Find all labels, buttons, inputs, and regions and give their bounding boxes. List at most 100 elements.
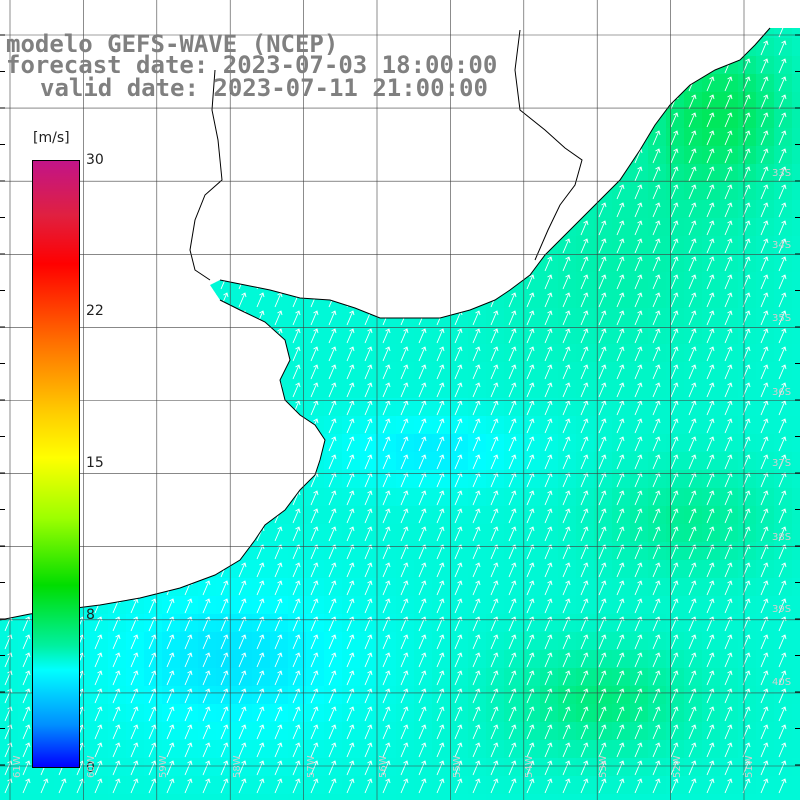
- wind-cell: [396, 632, 415, 651]
- wind-arrow: [688, 706, 697, 722]
- wind-cell: [630, 488, 649, 507]
- wind-arrow: [670, 436, 679, 452]
- wind-cell: [378, 614, 397, 633]
- wind-cell: [198, 758, 217, 777]
- wind-cell: [522, 128, 541, 147]
- wind-cell: [144, 668, 163, 687]
- wind-arrow: [328, 634, 337, 650]
- wind-cell: [342, 632, 361, 651]
- wind-arrow: [418, 652, 427, 668]
- wind-arrow: [148, 184, 157, 200]
- wind-arrow: [490, 76, 499, 92]
- wind-arrow: [22, 742, 31, 758]
- wind-arrow: [544, 544, 553, 560]
- wind-cell: [540, 344, 559, 363]
- wind-cell: [162, 704, 181, 723]
- wind-arrow: [562, 418, 571, 434]
- wind-cell: [342, 722, 361, 741]
- wind-cell: [324, 452, 343, 471]
- wind-arrow: [112, 166, 121, 182]
- wind-cell: [702, 398, 721, 417]
- wind-cell: [216, 794, 235, 800]
- wind-arrow: [724, 670, 733, 686]
- wind-cell: [360, 776, 379, 795]
- wind-arrow: [580, 310, 589, 326]
- wind-cell: [666, 506, 685, 525]
- wind-arrow: [418, 688, 427, 704]
- wind-arrow: [220, 472, 229, 488]
- wind-arrow: [508, 292, 517, 308]
- wind-arrow: [130, 526, 139, 542]
- wind-arrow: [328, 130, 337, 146]
- wind-arrow: [220, 724, 229, 740]
- wind-arrow: [688, 436, 697, 452]
- wind-arrow: [652, 58, 661, 74]
- wind-cell: [450, 434, 469, 453]
- wind-arrow: [544, 652, 553, 668]
- wind-cell: [702, 452, 721, 471]
- wind-arrow: [760, 112, 769, 128]
- wind-arrow: [346, 706, 355, 722]
- wind-arrow: [292, 166, 301, 182]
- wind-arrow: [526, 238, 535, 254]
- wind-cell: [504, 758, 523, 777]
- wind-arrow: [346, 598, 355, 614]
- wind-arrow: [526, 256, 535, 272]
- lon-label-58w: 58W: [232, 755, 243, 778]
- wind-cell: [522, 560, 541, 579]
- wind-arrow: [580, 688, 589, 704]
- wind-arrow: [526, 94, 535, 110]
- wind-arrow: [778, 184, 787, 200]
- wind-arrow: [472, 238, 481, 254]
- wind-cell: [252, 416, 271, 435]
- wind-cell: [468, 254, 487, 273]
- wind-arrow: [112, 184, 121, 200]
- wind-arrow: [130, 112, 139, 128]
- wind-cell: [108, 506, 127, 525]
- wind-cell: [342, 128, 361, 147]
- wind-cell: [486, 326, 505, 345]
- wind-arrow: [652, 562, 661, 578]
- wind-cell: [0, 560, 19, 579]
- wind-arrow: [670, 472, 679, 488]
- wind-arrow: [328, 598, 337, 614]
- wind-cell: [234, 218, 253, 237]
- wind-cell: [756, 38, 775, 57]
- wind-cell: [666, 794, 685, 800]
- wind-cell: [792, 632, 800, 651]
- wind-arrow: [598, 40, 607, 56]
- wind-arrow: [634, 472, 643, 488]
- wind-cell: [504, 488, 523, 507]
- wind-cell: [216, 506, 235, 525]
- wind-arrow: [166, 310, 175, 326]
- wind-cell: [18, 614, 37, 633]
- wind-cell: [738, 740, 757, 759]
- wind-cell: [522, 776, 541, 795]
- wind-arrow: [706, 742, 715, 758]
- wind-cell: [558, 254, 577, 273]
- wind-arrow: [706, 166, 715, 182]
- wind-arrow: [256, 562, 265, 578]
- wind-cell: [756, 668, 775, 687]
- wind-cell: [360, 128, 379, 147]
- wind-arrow: [472, 436, 481, 452]
- wind-cell: [738, 110, 757, 129]
- wind-cell: [792, 596, 800, 615]
- wind-cell: [108, 578, 127, 597]
- wind-arrow: [688, 418, 697, 434]
- wind-cell: [774, 398, 793, 417]
- wind-cell: [234, 776, 253, 795]
- wind-cell: [216, 722, 235, 741]
- wind-cell: [540, 578, 559, 597]
- wind-cell: [252, 542, 271, 561]
- wind-cell: [198, 578, 217, 597]
- wind-arrow: [292, 112, 301, 128]
- wind-arrow: [382, 652, 391, 668]
- wind-arrow: [418, 580, 427, 596]
- wind-arrow: [436, 526, 445, 542]
- wind-cell: [756, 560, 775, 579]
- wind-cell: [738, 434, 757, 453]
- wind-arrow: [148, 328, 157, 344]
- wind-cell: [126, 344, 145, 363]
- wind-arrow: [472, 670, 481, 686]
